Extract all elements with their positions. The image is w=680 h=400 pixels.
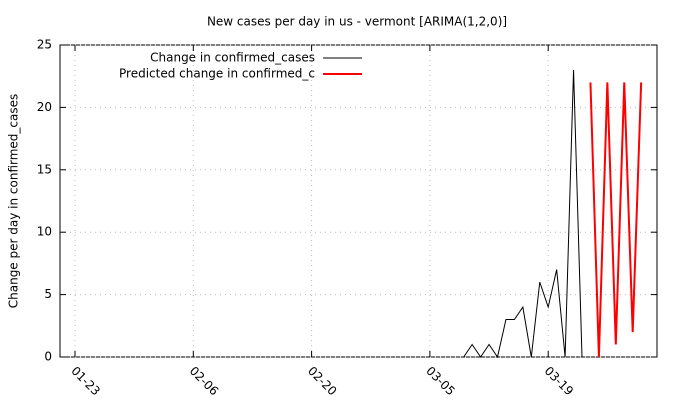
x-tick-label: 03-05 <box>423 364 458 399</box>
series-line <box>589 82 643 358</box>
y-tick-label: 0 <box>44 350 52 364</box>
y-axis-label: Change per day in confirmed_cases <box>7 94 21 309</box>
y-tick-label: 20 <box>37 100 52 114</box>
x-tick-label: 01-23 <box>68 364 103 399</box>
chart-title: New cases per day in us - vermont [ARIMA… <box>207 15 507 29</box>
plot-frame <box>59 44 658 358</box>
y-tick-label: 10 <box>37 225 52 239</box>
legend-label: Predicted change in confirmed_c <box>119 67 315 81</box>
x-tick-label: 02-06 <box>187 364 222 399</box>
x-tick-label: 03-19 <box>542 364 577 399</box>
y-tick-label: 15 <box>37 162 52 176</box>
y-tick-label: 5 <box>44 287 52 301</box>
x-tick-label: 02-20 <box>305 364 340 399</box>
y-tick-label: 25 <box>37 38 52 52</box>
legend-label: Change in confirmed_cases <box>150 51 315 65</box>
series-line <box>463 69 583 359</box>
